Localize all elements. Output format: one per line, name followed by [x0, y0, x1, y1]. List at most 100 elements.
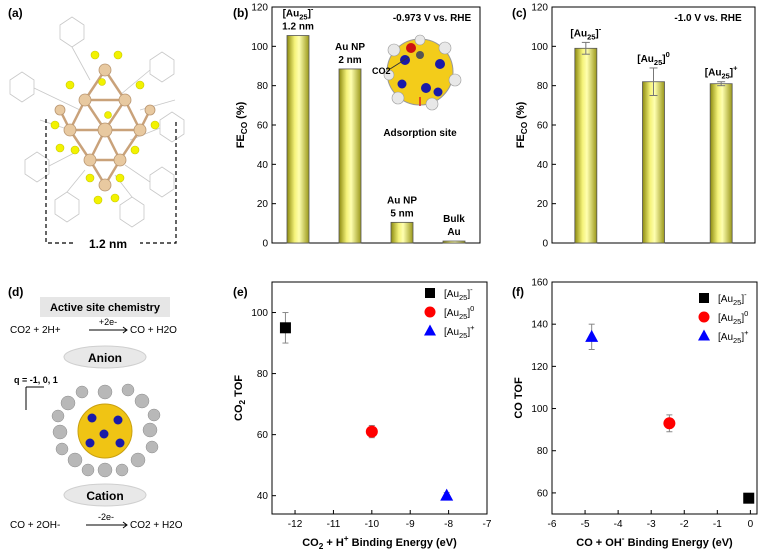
equation2-left: CO + 2OH- [10, 520, 60, 531]
equation1-arrow-label: +2e- [99, 317, 117, 327]
legend-marker [698, 329, 710, 341]
panel-f-label: (f) [512, 285, 524, 299]
y-tick-label: 40 [257, 491, 269, 502]
y-tick-label: 60 [537, 488, 549, 499]
legend-marker [425, 288, 435, 298]
bar [390, 221, 414, 244]
schematic-title: Active site chemistry [50, 302, 161, 314]
data-point [440, 488, 454, 501]
data-point [743, 492, 755, 504]
legend-label: [Au25]- [444, 285, 473, 302]
data-point [279, 322, 291, 334]
panel-e-label: (e) [233, 285, 248, 299]
y-tick-label: 40 [257, 160, 269, 171]
x-tick-label: -8 [444, 519, 453, 530]
x-tick-label: -4 [614, 519, 623, 530]
scale-label: 1.2 nm [89, 237, 127, 251]
bar [574, 47, 598, 244]
y-tick-label: 100 [251, 42, 268, 53]
y-tick-label: 120 [251, 3, 268, 14]
bar-label: [Au25]0 [637, 50, 670, 67]
charge-bracket [25, 386, 44, 410]
legend-label: [Au25]- [718, 290, 747, 307]
chart-b: 0 20 40 60 80 100 120 FECO (%) -0.973 V vs. RHE [… [235, 3, 481, 250]
x-tick-label: -12 [288, 519, 303, 530]
y-axis-label: FECO (%) [515, 101, 529, 148]
y-tick-label: 60 [257, 121, 269, 132]
x-tick-label: -7 [483, 519, 492, 530]
y-tick-label: 160 [531, 278, 548, 289]
scale-bracket [45, 119, 177, 244]
bar-label: 1.2 nm [282, 22, 314, 33]
inset-caption: Adsorption site [383, 128, 457, 139]
y-tick-label: 100 [531, 42, 548, 53]
panel-c-label: (c) [512, 6, 527, 20]
bar-label: 2 nm [338, 55, 361, 66]
panel-a-label: (a) [8, 6, 23, 20]
y-tick-label: 80 [257, 81, 269, 92]
bar-label: 5 nm [390, 208, 413, 219]
inset-co2-label: CO2 [372, 66, 391, 76]
chart-e: -12 -11 -10 -9 -8 -7 40 60 80 100 CO2 + H+ Binding… [233, 281, 492, 551]
data-point [663, 417, 676, 430]
chart-f: -6 -5 -4 -3 -2 -1 0 60 80 100 120 140 160 CO + OH- Bi… [513, 278, 758, 549]
y-tick-label: 80 [257, 369, 269, 380]
legend-label: [Au25]+ [718, 328, 749, 345]
equation1-right: CO + H2O [130, 325, 177, 336]
y-axis-label: FECO (%) [235, 101, 249, 148]
legend-label: [Au25]+ [444, 323, 475, 340]
bar [642, 81, 665, 244]
x-tick-label: -11 [327, 519, 341, 530]
equation1-left: CO2 + 2H+ [10, 325, 61, 336]
y-tick-label: 60 [537, 121, 549, 132]
y-tick-label: 20 [537, 199, 549, 210]
anion-ellipse [63, 345, 147, 369]
bar-label: Au NP [335, 42, 365, 53]
bar-label: Au NP [387, 195, 417, 206]
cation-label: Cation [86, 489, 123, 503]
legend-marker [424, 324, 436, 336]
equation2-arrow-label: -2e- [98, 512, 114, 522]
x-tick-label: -9 [406, 519, 415, 530]
legend-label: [Au25]0 [444, 304, 474, 321]
bar [442, 240, 466, 244]
annotation: -0.973 V vs. RHE [393, 13, 472, 24]
x-axis-label: CO + OH- Binding Energy (eV) [576, 534, 733, 549]
data-point [585, 329, 599, 342]
legend-marker [424, 306, 436, 318]
scale-label-bg [76, 235, 140, 251]
legend-marker [698, 311, 710, 323]
y-tick-label: 80 [537, 81, 549, 92]
y-tick-label: 120 [531, 3, 548, 14]
x-tick-label: -6 [548, 519, 557, 530]
bar-label: [Au25]+ [705, 64, 738, 81]
bar [338, 68, 362, 244]
x-tick-label: -5 [581, 519, 590, 530]
y-tick-label: 60 [257, 430, 269, 441]
legend-marker [699, 293, 709, 303]
annotation: -1.0 V vs. RHE [674, 13, 742, 24]
cluster-render [51, 383, 161, 478]
y-tick-label: 140 [531, 320, 548, 331]
schematic-d: Active site chemistry CO2 + 2H+ +2e- CO … [10, 297, 183, 531]
bar-label: Bulk [443, 214, 465, 225]
y-tick-label: 20 [257, 199, 269, 210]
bar-label: [Au25]- [283, 5, 314, 22]
x-tick-label: -3 [647, 519, 656, 530]
x-axis-label: CO2 + H+ Binding Energy (eV) [302, 534, 457, 551]
bar [286, 35, 310, 244]
au25-cluster-structure [9, 16, 185, 228]
bar-label: [Au25]- [570, 24, 601, 41]
x-tick-label: 0 [748, 519, 754, 530]
cation-ellipse [63, 483, 147, 507]
panel-b-label: (b) [233, 6, 248, 20]
panel-d-label: (d) [8, 285, 23, 299]
legend-label: [Au25]0 [718, 309, 748, 326]
plot-frame [271, 281, 488, 515]
plot-frame [551, 281, 758, 515]
y-axis-label: CO TOF [513, 377, 525, 419]
y-tick-label: 0 [262, 239, 268, 250]
y-tick-label: 80 [537, 446, 549, 457]
anion-label: Anion [88, 351, 122, 365]
